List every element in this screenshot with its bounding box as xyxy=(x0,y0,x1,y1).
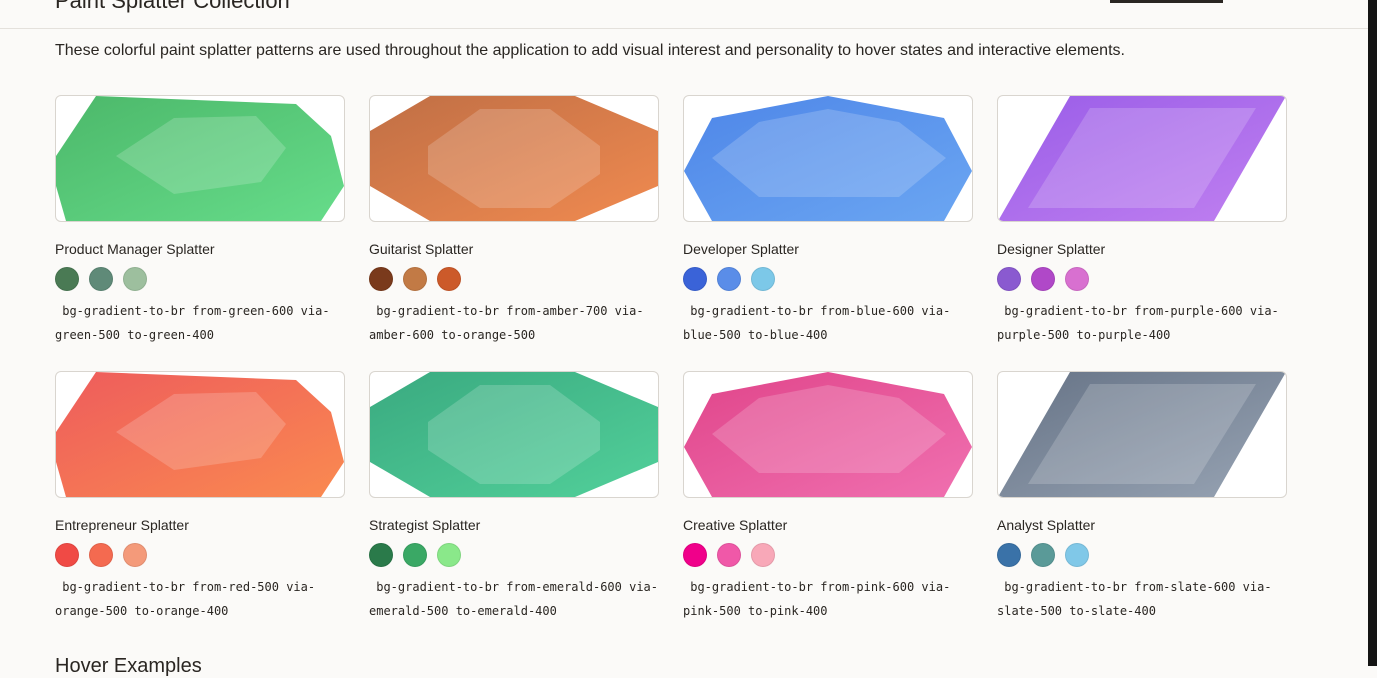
color-swatch xyxy=(1031,267,1055,291)
splatter-card[interactable]: Strategist Splatter bg-gradient-to-br fr… xyxy=(369,371,659,623)
color-swatches xyxy=(997,543,1287,567)
splatter-shape xyxy=(684,96,972,221)
splatter-name: Product Manager Splatter xyxy=(55,241,215,257)
splatter-preview xyxy=(683,95,973,222)
color-swatch xyxy=(55,267,79,291)
color-swatch xyxy=(997,267,1021,291)
color-swatch xyxy=(751,543,775,567)
color-swatch xyxy=(1065,267,1089,291)
splatter-inner-shape xyxy=(712,385,946,473)
splatter-inner-shape xyxy=(1028,108,1256,208)
splatter-card[interactable]: Designer Splatter bg-gradient-to-br from… xyxy=(997,95,1287,347)
splatter-name: Creative Splatter xyxy=(683,517,788,533)
color-swatch xyxy=(369,267,393,291)
splatter-inner-shape xyxy=(116,116,286,194)
color-swatch xyxy=(55,543,79,567)
active-tab-indicator xyxy=(1110,0,1223,3)
splatter-outer-shape xyxy=(998,372,1286,497)
splatter-outer-shape xyxy=(370,96,658,221)
splatter-card[interactable]: Developer Splatter bg-gradient-to-br fro… xyxy=(683,95,973,347)
splatter-card[interactable]: Analyst Splatter bg-gradient-to-br from-… xyxy=(997,371,1287,623)
splatter-inner-shape xyxy=(428,109,600,208)
color-swatch xyxy=(751,267,775,291)
splatter-name: Guitarist Splatter xyxy=(369,241,474,257)
splatter-inner-shape xyxy=(116,392,286,470)
splatter-card[interactable]: Entrepreneur Splatter bg-gradient-to-br … xyxy=(55,371,345,623)
intro-text: These colorful paint splatter patterns a… xyxy=(55,42,1125,59)
color-swatch xyxy=(369,543,393,567)
splatter-shape xyxy=(684,372,972,497)
color-swatch xyxy=(403,267,427,291)
color-swatch xyxy=(89,267,113,291)
color-swatch xyxy=(123,267,147,291)
splatter-outer-shape xyxy=(370,372,658,497)
color-swatches xyxy=(55,267,345,291)
tailwind-classes: bg-gradient-to-br from-amber-700 via-amb… xyxy=(369,304,644,342)
splatter-shape xyxy=(998,372,1286,497)
splatter-preview xyxy=(55,371,345,498)
color-swatch xyxy=(1031,543,1055,567)
splatter-preview xyxy=(369,95,659,222)
splatter-preview xyxy=(55,95,345,222)
window-edge xyxy=(1368,0,1377,666)
splatter-preview xyxy=(369,371,659,498)
color-swatch xyxy=(717,267,741,291)
color-swatch xyxy=(437,543,461,567)
splatter-name: Entrepreneur Splatter xyxy=(55,517,189,533)
splatter-preview xyxy=(997,95,1287,222)
splatter-card[interactable]: Product Manager Splatter bg-gradient-to-… xyxy=(55,95,345,347)
splatter-shape xyxy=(370,96,658,221)
color-swatches xyxy=(369,267,659,291)
tailwind-classes: bg-gradient-to-br from-red-500 via-orang… xyxy=(55,580,316,618)
tailwind-classes: bg-gradient-to-br from-pink-600 via-pink… xyxy=(683,580,951,618)
splatter-shape xyxy=(998,96,1286,221)
splatter-outer-shape xyxy=(998,96,1286,221)
splatter-outer-shape xyxy=(56,96,344,221)
tailwind-classes: bg-gradient-to-br from-blue-600 via-blue… xyxy=(683,304,951,342)
splatter-name: Strategist Splatter xyxy=(369,517,481,533)
splatter-outer-shape xyxy=(684,372,972,497)
color-swatches xyxy=(683,267,973,291)
color-swatch xyxy=(403,543,427,567)
splatter-inner-shape xyxy=(1028,384,1256,484)
splatter-shape xyxy=(56,372,344,497)
tailwind-classes: bg-gradient-to-br from-purple-600 via-pu… xyxy=(997,304,1279,342)
color-swatches xyxy=(683,543,973,567)
splatter-card[interactable]: Creative Splatter bg-gradient-to-br from… xyxy=(683,371,973,623)
top-bar: Paint Splatter Collection xyxy=(0,0,1368,29)
splatter-inner-shape xyxy=(428,385,600,484)
color-swatch xyxy=(89,543,113,567)
tailwind-classes: bg-gradient-to-br from-slate-600 via-sla… xyxy=(997,580,1272,618)
splatter-outer-shape xyxy=(56,372,344,497)
splatter-preview xyxy=(683,371,973,498)
color-swatch xyxy=(123,543,147,567)
tailwind-classes: bg-gradient-to-br from-green-600 via-gre… xyxy=(55,304,330,342)
splatter-shape xyxy=(56,96,344,221)
color-swatch xyxy=(1065,543,1089,567)
color-swatch xyxy=(717,543,741,567)
splatter-inner-shape xyxy=(712,109,946,197)
color-swatches xyxy=(369,543,659,567)
splatter-outer-shape xyxy=(684,96,972,221)
color-swatch xyxy=(997,543,1021,567)
color-swatch xyxy=(437,267,461,291)
splatter-preview xyxy=(997,371,1287,498)
page-title: Paint Splatter Collection xyxy=(55,0,290,13)
splatter-card[interactable]: Guitarist Splatter bg-gradient-to-br fro… xyxy=(369,95,659,347)
splatter-name: Designer Splatter xyxy=(997,241,1106,257)
tailwind-classes: bg-gradient-to-br from-emerald-600 via-e… xyxy=(369,580,658,618)
splatter-name: Analyst Splatter xyxy=(997,517,1096,533)
color-swatch xyxy=(683,267,707,291)
color-swatches xyxy=(55,543,345,567)
section-heading-hover-examples: Hover Examples xyxy=(55,655,202,677)
color-swatch xyxy=(683,543,707,567)
color-swatches xyxy=(997,267,1287,291)
splatter-shape xyxy=(370,372,658,497)
splatter-name: Developer Splatter xyxy=(683,241,799,257)
